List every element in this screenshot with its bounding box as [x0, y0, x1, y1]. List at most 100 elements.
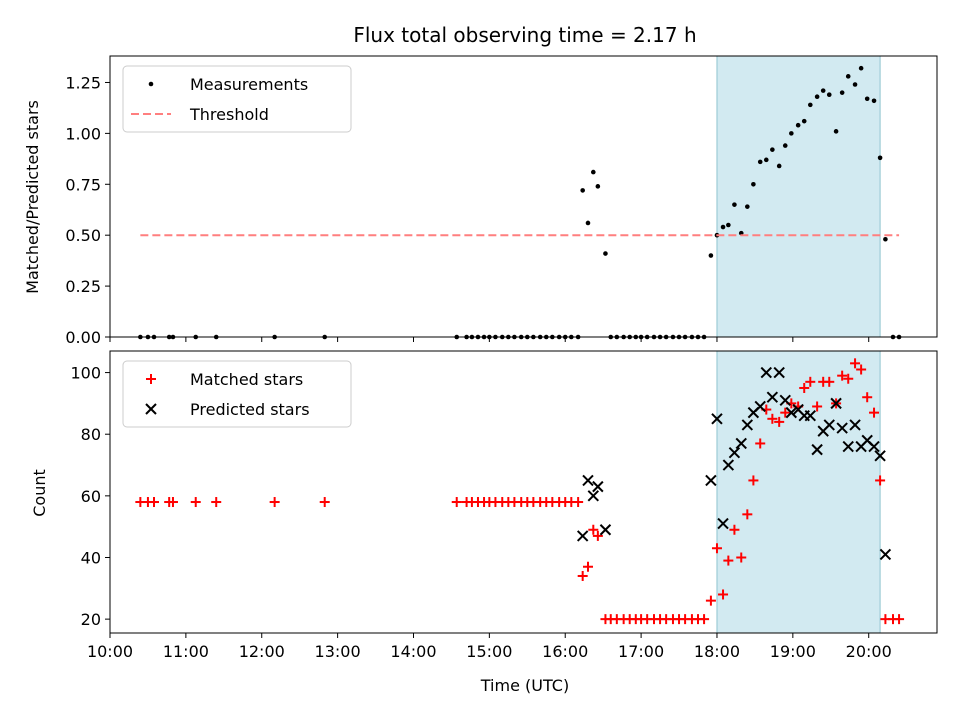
data-point [735, 437, 747, 450]
data-point [705, 474, 717, 487]
data-point [833, 129, 839, 134]
y-tick-label: 1.25 [65, 73, 101, 92]
data-point [757, 159, 763, 165]
data-point [708, 253, 714, 258]
y-tick-label: 0.00 [65, 328, 101, 347]
x-tick-label: 15:00 [466, 642, 512, 661]
y-tick-label: 60 [81, 487, 101, 506]
data-point [871, 98, 877, 104]
data-point [843, 373, 854, 384]
data-point [149, 497, 160, 508]
x-tick-label: 12:00 [239, 642, 285, 661]
data-point [807, 102, 813, 108]
data-point [741, 419, 754, 431]
data-point [770, 147, 775, 152]
data-point [599, 524, 612, 536]
data-point [862, 392, 873, 403]
highlight-span [716, 350, 881, 634]
data-point [842, 440, 854, 453]
data-point [845, 74, 851, 79]
data-point [451, 497, 462, 508]
data-point [576, 530, 589, 542]
data-point [711, 413, 723, 425]
data-point [766, 391, 779, 403]
data-point [773, 366, 785, 379]
data-point [754, 400, 766, 413]
data-point [211, 497, 222, 508]
data-point [782, 143, 788, 148]
data-point [767, 413, 778, 424]
y-tick-label: 80 [81, 425, 101, 444]
data-point [763, 157, 769, 163]
legend-label: Measurements [190, 75, 308, 94]
x-tick-label: 18:00 [694, 642, 740, 661]
data-point [745, 204, 750, 209]
data-point [751, 181, 756, 187]
data-point [839, 90, 845, 95]
data-point [587, 490, 600, 502]
data-point [269, 497, 280, 508]
data-point [720, 224, 726, 230]
data-point [826, 92, 832, 97]
data-point [729, 524, 740, 535]
data-point [718, 589, 729, 600]
data-point [319, 497, 330, 508]
legend-box [122, 360, 352, 428]
data-point [585, 220, 591, 226]
top-y-axis-label: Matched/Predicted stars [23, 100, 42, 294]
data-point [592, 530, 603, 541]
data-point [804, 410, 817, 422]
data-point [728, 446, 741, 459]
data-point [874, 450, 886, 462]
data-point [588, 524, 599, 535]
data-point [699, 614, 710, 625]
y-tick-label: 100 [70, 364, 101, 383]
top-chart-title: Flux total observing time = 2.17 h [353, 23, 696, 47]
bottom-y-axis-label: Count [30, 469, 49, 517]
x-tick-label: 19:00 [770, 642, 816, 661]
legend-box [122, 65, 352, 133]
y-tick-label: 0.25 [65, 277, 101, 296]
data-point [820, 88, 826, 93]
top-panel: 0.00 0.25 0.50 0.75 1.00 1.25 Measurements Thre… [65, 55, 938, 347]
x-tick-label: 14:00 [390, 642, 436, 661]
data-point [592, 480, 604, 493]
data-point [849, 419, 861, 431]
x-tick-label: 20:00 [846, 642, 892, 661]
data-point [780, 407, 791, 418]
legend: Matched stars Predicted stars [122, 360, 352, 428]
y-tick-label: 40 [81, 548, 101, 567]
plot-frame [109, 350, 938, 634]
data-point [732, 202, 737, 207]
legend-marker [148, 81, 154, 87]
data-point [894, 614, 905, 625]
data-point [760, 366, 772, 379]
data-point [877, 155, 883, 161]
data-point [883, 236, 888, 242]
data-point [805, 376, 816, 387]
data-point [582, 474, 594, 487]
data-point [711, 543, 722, 554]
data-point [580, 188, 585, 193]
data-point [856, 364, 867, 375]
legend-marker [145, 403, 157, 415]
data-point [836, 422, 848, 434]
data-point [723, 555, 734, 566]
y-tick-label: 0.75 [65, 175, 101, 194]
x-axis-label: Time (UTC) [480, 676, 569, 695]
x-tick-label: 13:00 [315, 642, 361, 661]
x-tick-label: 17:00 [618, 642, 664, 661]
data-point [824, 376, 835, 387]
data-point [573, 497, 584, 508]
data-point [795, 122, 801, 128]
x-tick-label: 16:00 [542, 642, 588, 661]
data-point [801, 118, 807, 124]
series-matched-stars [135, 358, 905, 625]
data-point [864, 96, 870, 102]
legend-label: Matched stars [190, 370, 303, 389]
data-point [776, 163, 782, 169]
legend-label: Threshold [189, 105, 269, 124]
data-point [830, 397, 842, 410]
data-point [779, 394, 791, 407]
data-point [755, 438, 766, 449]
